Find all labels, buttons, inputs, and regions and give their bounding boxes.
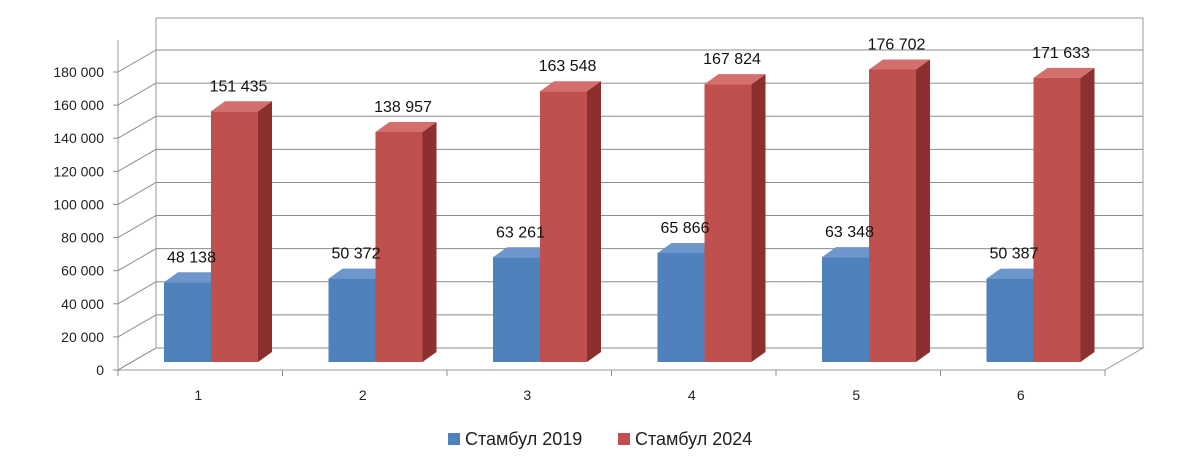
y-tick-label: 160 000 — [53, 97, 104, 113]
bar-front — [986, 278, 1034, 362]
gridline-side — [117, 115, 157, 139]
gridline-side — [117, 248, 157, 272]
data-label: 171 633 — [1032, 45, 1090, 62]
bar-top — [657, 242, 719, 253]
bar-front — [375, 131, 423, 362]
data-label: 151 435 — [210, 78, 268, 95]
gridline-side — [117, 182, 157, 205]
data-labels: 48 138 50 372 63 261 65 866 63 348 50 387 151 … — [167, 36, 1090, 266]
bar-side — [258, 101, 272, 362]
data-label: 65 866 — [661, 220, 710, 237]
bar — [375, 121, 437, 362]
y-tick-label: 40 000 — [61, 296, 104, 312]
y-axis: 0 20 000 40 000 60 000 80 000 100 000 120 000 1… — [53, 64, 104, 378]
data-label: 63 348 — [825, 224, 874, 241]
data-label: 50 372 — [332, 246, 381, 263]
bar-side — [422, 121, 437, 362]
bar-top — [869, 59, 930, 70]
bar — [540, 81, 601, 363]
bar-top — [540, 81, 601, 92]
y-tick-label: 20 000 — [61, 329, 104, 345]
gridline-side — [117, 281, 157, 305]
bar-top — [822, 247, 883, 258]
bar — [869, 59, 930, 362]
bar-front — [869, 69, 916, 362]
data-label: 50 387 — [990, 246, 1039, 263]
bar-front — [164, 282, 211, 362]
x-tick-label: 6 — [1017, 387, 1025, 403]
y-tick-label: 180 000 — [53, 64, 104, 80]
legend-swatch — [618, 433, 630, 445]
data-label: 167 824 — [703, 51, 761, 68]
legend-swatch — [448, 433, 460, 445]
bar-side — [587, 81, 601, 363]
gridlines — [113, 49, 1143, 371]
bars — [164, 59, 1095, 363]
legend-label: Стамбул 2024 — [635, 429, 752, 449]
y-tick-label: 80 000 — [61, 230, 104, 246]
bar-front — [493, 257, 540, 362]
gridline-side — [117, 215, 157, 238]
gridline-side — [117, 82, 157, 106]
data-label: 163 548 — [539, 58, 597, 75]
bar-top — [986, 268, 1048, 279]
x-tick-label: 1 — [194, 387, 202, 403]
data-label: 63 261 — [496, 224, 545, 241]
x-axis: 1 2 3 4 5 6 — [117, 370, 1106, 403]
bar-top — [211, 101, 272, 112]
bar-front — [657, 252, 705, 362]
bar-side — [916, 59, 930, 362]
y-tick-label: 100 000 — [53, 196, 104, 212]
x-tick-label: 3 — [523, 387, 531, 403]
gridline-side — [117, 347, 157, 371]
legend: Стамбул 2019 Стамбул 2024 — [448, 429, 752, 449]
x-tick-label: 5 — [852, 387, 860, 403]
data-label: 176 702 — [868, 36, 926, 53]
bar-front — [211, 111, 258, 362]
gridline-side — [117, 314, 157, 338]
bar-top — [328, 268, 390, 279]
bar-top — [1033, 67, 1095, 78]
x-tick-label: 4 — [688, 387, 696, 403]
gridline-side — [117, 49, 157, 73]
bar-front — [540, 91, 587, 363]
x-tick-label: 2 — [359, 387, 367, 403]
bar-top — [375, 121, 437, 132]
data-label: 138 957 — [374, 99, 432, 116]
data-label: 48 138 — [167, 249, 216, 266]
bar — [704, 74, 766, 362]
gridline-side — [117, 148, 157, 172]
bar-side — [1080, 67, 1095, 362]
bar — [1033, 67, 1095, 362]
bar-front — [704, 84, 752, 362]
bar-top — [493, 247, 554, 258]
bar-top — [164, 272, 225, 283]
y-tick-label: 60 000 — [61, 263, 104, 279]
bar-front — [1033, 77, 1081, 362]
bar-front — [328, 278, 376, 362]
y-tick-label: 0 — [96, 362, 104, 378]
bar — [211, 101, 272, 362]
bar-side — [751, 74, 766, 362]
y-tick-label: 140 000 — [53, 130, 104, 146]
y-tick-label: 120 000 — [53, 163, 104, 179]
bar-top — [704, 74, 766, 85]
bar-front — [822, 257, 869, 362]
legend-label: Стамбул 2019 — [465, 429, 582, 449]
